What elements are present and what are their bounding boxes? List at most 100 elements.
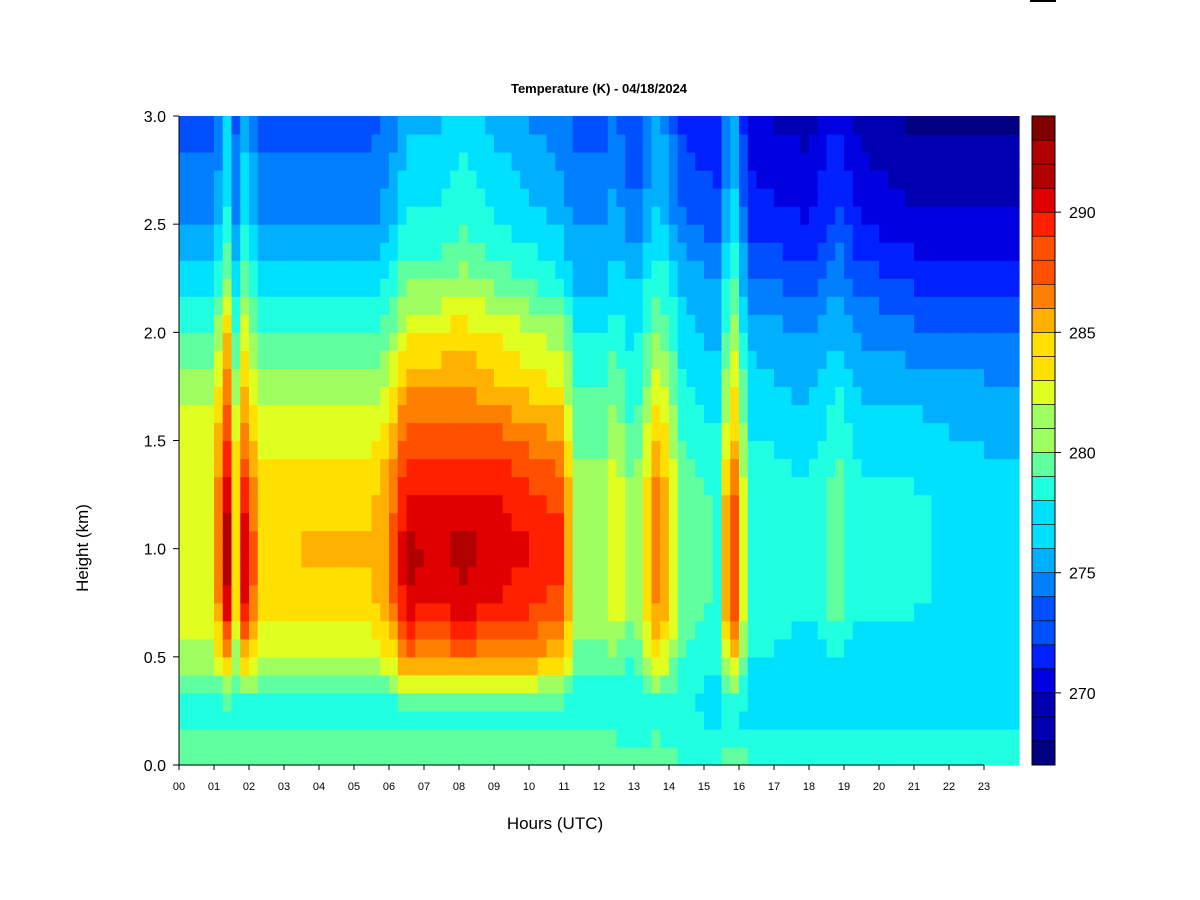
heatmap-cell [520,710,530,730]
heatmap-cell [555,638,565,658]
chart-title: Temperature (K) - 04/18/2024 [511,81,688,96]
heatmap-cell [966,386,976,406]
heatmap-cell [380,152,390,171]
heatmap-cell [695,710,705,730]
heatmap-cell [835,440,845,460]
heatmap-cell [432,494,443,514]
heatmap-cell [695,512,705,532]
heatmap-cell [975,386,985,406]
heatmap-cell [336,512,346,532]
heatmap-cell [844,476,854,496]
heatmap-cell [651,674,661,694]
heatmap-cell [231,530,241,550]
heatmap-cell [721,476,731,496]
heatmap-cell [529,494,539,514]
heatmap-cell [896,368,906,388]
heatmap-cell [327,386,338,406]
heatmap-cell [896,512,906,532]
heatmap-cell [327,710,338,730]
heatmap-cell [712,188,723,207]
heatmap-cell [371,440,381,460]
heatmap-cell [362,404,373,424]
heatmap-cell [686,188,696,207]
heatmap-cell [406,440,416,460]
heatmap-cell [704,422,714,442]
heatmap-cell [564,314,574,333]
heatmap-cell [1001,548,1011,568]
heatmap-cell [739,674,749,694]
heatmap-cell [896,458,906,478]
heatmap-cell [686,548,696,568]
heatmap-cell [669,494,679,514]
heatmap-cell [861,260,871,279]
heatmap-cell [800,602,810,622]
heatmap-cell [625,620,635,640]
heatmap-cell [712,728,723,748]
heatmap-cell [310,188,320,207]
heatmap-cell [336,170,346,189]
heatmap-cell [424,368,434,388]
heatmap-cell [572,638,583,658]
heatmap-cell [817,620,828,640]
heatmap-cell [852,476,863,496]
heatmap-cell [782,530,793,550]
heatmap-cell [1010,602,1020,622]
heatmap-cell [266,620,276,640]
heatmap-cell [660,602,670,622]
heatmap-cell [896,548,906,568]
heatmap-cell [782,206,793,225]
heatmap-cell [791,350,801,369]
heatmap-cell [284,260,294,279]
heatmap-cell [450,224,460,243]
heatmap-cell [800,512,810,532]
heatmap-cell [887,404,898,424]
heatmap-cell [817,296,828,315]
heatmap-cell [590,206,600,225]
heatmap-cell [389,422,399,442]
heatmap-cell [494,260,504,279]
heatmap-cell [537,170,548,189]
heatmap-cell [222,278,233,297]
heatmap-cell [791,566,801,586]
heatmap-cell [459,386,469,406]
heatmap-cell [756,368,766,388]
heatmap-cell [240,368,250,388]
heatmap-cell [389,350,399,369]
heatmap-cell [957,692,968,712]
heatmap-cell [467,278,478,297]
heatmap-cell [319,242,329,261]
heatmap-cell [327,350,338,369]
heatmap-cell [992,512,1003,532]
heatmap-cell [319,278,329,297]
heatmap-cell [432,422,443,442]
heatmap-cell [817,458,828,478]
heatmap-cell [844,440,854,460]
heatmap-cell [922,512,933,532]
heatmap-cell [424,152,434,171]
heatmap-cell [966,206,976,225]
heatmap-cell [485,404,495,424]
heatmap-cell [599,134,609,153]
heatmap-cell [695,116,705,135]
colorbar-swatch [1031,716,1056,742]
heatmap-cell [616,188,626,207]
heatmap-cell [354,116,364,135]
heatmap-cell [432,350,443,369]
heatmap-cell [249,422,259,442]
heatmap-cell [599,152,609,171]
heatmap-cell [879,134,889,153]
heatmap-cell [870,224,880,243]
heatmap-cell [292,170,303,189]
heatmap-cell [546,692,556,712]
heatmap-cell [887,170,898,189]
heatmap-cell [275,584,285,604]
heatmap-cell [625,134,635,153]
heatmap-cell [887,332,898,351]
heatmap-cell [607,440,618,460]
heatmap-cell [940,314,950,333]
heatmap-cell [275,638,285,658]
heatmap-cell [879,692,889,712]
heatmap-cell [362,440,373,460]
heatmap-cell [572,152,583,171]
heatmap-cell [782,116,793,135]
